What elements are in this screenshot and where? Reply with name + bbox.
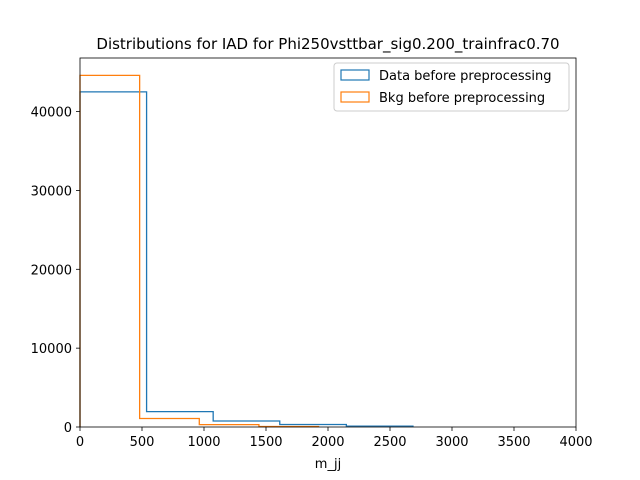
series-layer [79,74,414,428]
legend-swatch-bkg [340,91,370,103]
series-step-0 [79,91,414,427]
y-tick-label: 30000 [31,184,72,199]
x-tick-label: 2000 [311,435,344,450]
x-tick-label: 1500 [249,435,282,450]
y-tick-label: 0 [64,421,72,436]
series-step-1 [79,74,320,428]
x-tick-label: 4000 [559,435,592,450]
legend-box [333,62,570,112]
y-tick-label: 20000 [31,263,72,278]
x-tick-label: 3500 [497,435,530,450]
legend-swatch-data [340,69,370,81]
x-tick-label: 3000 [435,435,468,450]
x-axis-label: m_jj [315,457,341,472]
y-axis-ticks: 0 10000 20000 30000 40000 [31,106,80,436]
legend-label-data: Data before preprocessing [379,69,552,84]
x-tick-label: 2500 [373,435,406,450]
y-tick-label: 40000 [31,106,72,121]
x-tick-label: 0 [76,435,84,450]
x-tick-label: 1000 [187,435,220,450]
x-tick-label: 500 [130,435,155,450]
chart-title: Distributions for IAD for Phi250vsttbar_… [96,35,559,54]
legend-label-bkg: Bkg before preprocessing [379,91,545,106]
y-tick-label: 10000 [31,342,72,357]
legend: Data before preprocessing Bkg before pre… [333,62,570,112]
x-axis-ticks: 0 500 1000 1500 2000 2500 3000 3500 4000 [76,427,593,450]
